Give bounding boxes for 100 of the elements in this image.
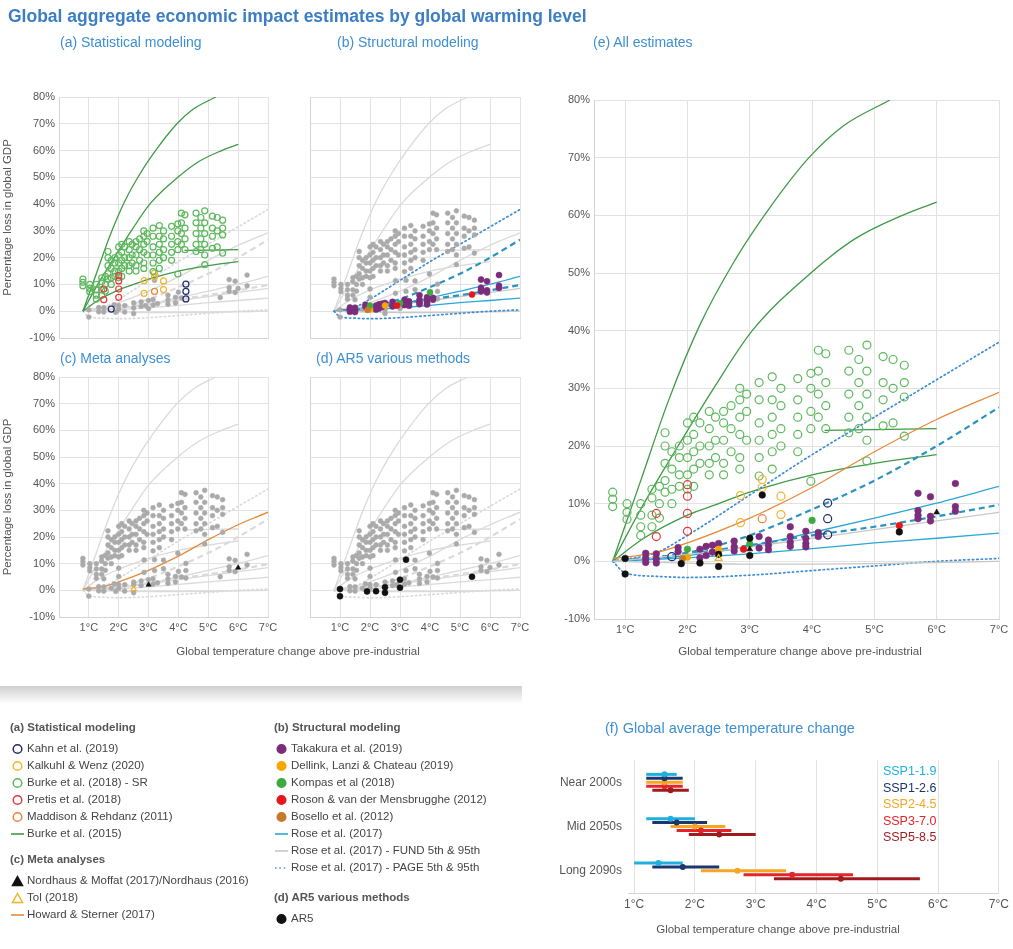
text: SSP2-4.5 <box>882 796 937 813</box>
legend-label: Roson & van der Mensbrugghe (2012) <box>291 792 487 807</box>
y-tick-label: 20% <box>567 439 591 452</box>
x-tick-label: 1°C <box>330 620 350 633</box>
legend-label: Takakura et al. (2019) <box>291 741 403 756</box>
x-tick-label: 2°C <box>360 620 380 633</box>
y-tick-label: 70% <box>32 396 56 409</box>
x-tick-label: 3°C <box>139 620 158 633</box>
chart-title: (a) Statistical modeling <box>60 34 202 50</box>
y-tick-label: -10% <box>29 610 56 623</box>
y-tick-label: 60% <box>32 143 56 156</box>
y-tick-label: 20% <box>32 530 56 543</box>
x-tick-label: 4°C <box>420 620 440 633</box>
y-tick-label: 40% <box>32 197 56 210</box>
text: Global aggregate economic impact estimates by global warming level <box>8 5 587 27</box>
x-tick-label: 2°C <box>109 620 128 633</box>
y-tick-label: Long 2090s <box>559 863 622 878</box>
x-tick-label: 6°C <box>927 622 946 635</box>
legend-label: Nordhaus & Moffat (2017)/Nordhaus (2016) <box>27 873 249 888</box>
chart-title: (c) Meta analyses <box>60 350 171 366</box>
legend-label: Pretis et al. (2018) <box>27 792 121 807</box>
legend-label: Kompas et al (2018) <box>291 775 395 790</box>
y-tick-label: 50% <box>32 170 56 183</box>
x-tick-label: 4°C <box>806 896 827 911</box>
x-tick-label: 7°C <box>510 620 530 633</box>
chart-title: (e) All estimates <box>593 34 693 50</box>
x-tick-label: 5°C <box>450 620 470 633</box>
legend-label: Tol (2018) <box>27 890 79 905</box>
x-tick-label: 5°C <box>199 620 218 633</box>
x-tick-label: 7°C <box>989 622 1009 635</box>
y-tick-label: 80% <box>32 370 56 383</box>
legend-label: Burke et al. (2015) <box>27 826 122 841</box>
legend-label: AR5 <box>291 911 314 926</box>
legend-title: (c) Meta analyses <box>10 852 107 867</box>
chart-title: (f) Global average temperature change <box>605 720 855 736</box>
x-tick-label: 7°C <box>988 896 1010 911</box>
x-tick-label: 5°C <box>865 622 884 635</box>
x-tick-label: 1°C <box>624 896 645 911</box>
y-tick-label: 50% <box>567 266 591 279</box>
legend-label: Dellink, Lanzi & Chateau (2019) <box>291 758 454 773</box>
y-tick-label: 30% <box>567 381 591 394</box>
y-tick-label: 40% <box>567 323 591 336</box>
y-tick-label: 80% <box>32 90 56 103</box>
x-tick-label: 3°C <box>390 620 410 633</box>
y-tick-label: 10% <box>32 277 56 290</box>
x-tick-label: 5°C <box>867 896 888 911</box>
y-tick-label: 50% <box>32 450 56 463</box>
y-tick-label: 30% <box>32 223 56 236</box>
legend-title: (a) Statistical modeling <box>10 720 137 735</box>
y-tick-label: 30% <box>32 503 56 516</box>
y-axis-title: Percentage loss in global GDP <box>1 138 14 296</box>
x-axis-title: Global temperature change above pre-industrial <box>176 644 420 658</box>
y-axis-title: Percentage loss in global GDP <box>1 418 14 576</box>
y-tick-label: 0% <box>574 554 591 567</box>
legend-label: Maddison & Rehdanz (2011) <box>27 809 173 824</box>
y-tick-label: 0% <box>39 583 56 596</box>
y-tick-label: 10% <box>567 496 591 509</box>
text: SSP3-7.0 <box>882 812 937 830</box>
y-tick-label: -10% <box>29 331 56 344</box>
x-tick-label: 3°C <box>740 622 760 635</box>
x-axis-title: Global temperature change above pre-industrial <box>678 644 922 658</box>
legend-title: (d) AR5 various methods <box>274 890 410 905</box>
x-tick-label: 3°C <box>745 896 767 911</box>
y-tick-label: Mid 2050s <box>566 818 622 833</box>
text: SSP1-2.6 <box>882 779 937 797</box>
y-tick-label: 20% <box>32 250 56 263</box>
x-tick-label: 1°C <box>79 620 99 633</box>
legend-label: Burke et al. (2018) - SR <box>27 775 148 790</box>
text: SSP1-1.9 <box>882 763 937 780</box>
y-tick-label: 0% <box>39 304 56 317</box>
x-tick-label: 2°C <box>684 896 706 911</box>
x-axis-title: Global temperature change above pre-industrial <box>656 922 900 936</box>
x-tick-label: 4°C <box>169 620 188 633</box>
legend-label: Rose et al. (2017) <box>291 826 383 841</box>
y-tick-label: Near 2000s <box>559 774 622 789</box>
x-tick-label: 6°C <box>480 620 500 633</box>
x-tick-label: 7°C <box>258 620 278 633</box>
y-tick-label: 10% <box>32 556 56 569</box>
legend-label: Kalkuhl & Wenz (2020) <box>27 758 145 773</box>
x-tick-label: 6°C <box>928 896 949 911</box>
y-tick-label: -10% <box>564 612 591 625</box>
x-tick-label: 6°C <box>228 620 248 633</box>
y-tick-label: 70% <box>32 116 56 129</box>
text: SSP5-8.5 <box>882 829 937 846</box>
legend-label: Rose et al. (2017) - PAGE 5th & 95th <box>291 860 480 875</box>
legend-title: (b) Structural modeling <box>274 720 402 735</box>
legend-label: Rose et al. (2017) - FUND 5th & 95th <box>291 843 481 858</box>
legend-label: Kahn et al. (2019) <box>27 741 119 756</box>
legend-label: Bosello et al. (2012) <box>291 809 394 824</box>
chart-title: (d) AR5 various methods <box>316 350 471 366</box>
x-tick-label: 1°C <box>615 622 635 635</box>
x-tick-label: 2°C <box>678 622 697 635</box>
x-tick-label: 4°C <box>802 622 822 635</box>
y-tick-label: 80% <box>567 93 591 106</box>
y-tick-label: 40% <box>32 476 56 489</box>
y-tick-label: 70% <box>567 150 591 163</box>
chart-title: (b) Structural modeling <box>337 34 479 50</box>
legend-label: Howard & Sterner (2017) <box>27 907 155 922</box>
y-tick-label: 60% <box>32 423 56 436</box>
y-tick-label: 60% <box>567 208 591 221</box>
